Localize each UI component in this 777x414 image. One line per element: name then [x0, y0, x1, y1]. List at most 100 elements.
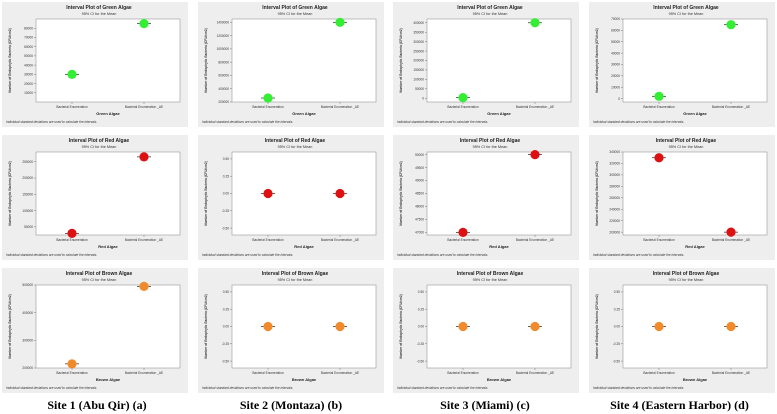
chart-title: Interval Plot of Red Algae	[460, 138, 521, 144]
y-tick-label: 150000	[22, 193, 33, 197]
chart-title: Interval Plot of Red Algae	[656, 138, 717, 144]
y-tick-label: -0.50	[417, 359, 424, 363]
chart-title: Interval Plot of Green Algae	[653, 5, 719, 11]
chart-title: Interval Plot of Brown Algae	[457, 271, 524, 277]
y-tick-label: -0.50	[222, 359, 229, 363]
y-tick-label: 60000	[24, 45, 33, 49]
chart-title: Interval Plot of Brown Algae	[262, 271, 329, 277]
y-tick-label: 400000	[218, 87, 229, 91]
mean-point	[530, 321, 540, 332]
chart-subtitle: 95% CI for the Mean	[669, 12, 704, 16]
y-tick-label: 400000	[22, 311, 33, 315]
mean-point	[458, 227, 468, 238]
y-tick-label: 50000	[24, 54, 33, 58]
x-tick-label: Bacterial Enumeration	[643, 371, 675, 375]
x-tick-label: Bacterial Enumeration _AE	[712, 105, 750, 109]
x-tick-label: Bacterial Enumeration	[252, 105, 284, 109]
y-tick-label: 0.00	[614, 325, 620, 329]
y-tick-label: 60000	[611, 29, 620, 33]
x-axis-label: Red Algae	[98, 244, 118, 249]
mean-point	[654, 153, 664, 163]
y-tick-label: 1000000	[217, 47, 230, 51]
plot-area	[622, 18, 768, 103]
x-tick-label: Bacterial Enumeration	[447, 238, 479, 242]
x-tick-label: Bacterial Enumeration	[56, 371, 88, 375]
y-tick-label: 0.25	[614, 307, 620, 311]
y-tick-label: -0.50	[613, 359, 620, 363]
x-axis-label: Green Algae	[292, 111, 316, 116]
chart-subtitle: 95% CI for the Mean	[278, 12, 313, 16]
y-tick-label: 280000	[609, 185, 620, 189]
x-tick-label: Bacterial Enumeration	[643, 238, 675, 242]
mean-point	[335, 188, 345, 199]
y-tick-label: 47500	[415, 218, 424, 222]
mean-point	[67, 359, 77, 369]
x-tick-label: Bacterial Enumeration _AE	[321, 238, 359, 242]
y-tick-label: 400000	[413, 21, 424, 25]
x-axis-label: Brown Algae	[292, 377, 317, 382]
y-tick-label: -0.25	[222, 342, 229, 346]
y-axis-label: Number of Endophytic Bacteria (CFU/cm2)	[399, 161, 403, 225]
site-label-4: Site 4 (Eastern Harbor) (d)	[610, 398, 749, 412]
y-tick-label: 20000	[24, 82, 33, 86]
mean-point	[263, 93, 273, 103]
chart-subtitle: 95% CI for the Mean	[473, 145, 508, 149]
plot-area	[622, 151, 768, 236]
y-tick-label: 1400000	[217, 21, 230, 25]
y-tick-label: 600000	[218, 74, 229, 78]
chart-title: Interval Plot of Green Algae	[66, 5, 132, 11]
y-axis-label: Number of Endophytic Bacteria (CFU/cm2)	[204, 294, 208, 358]
y-tick-label: 200000	[218, 100, 229, 104]
plot-area	[622, 284, 768, 369]
plot-area	[426, 151, 572, 236]
y-axis-label: Number of Endophytic Bacteria (CFU/cm2)	[595, 161, 599, 225]
y-tick-label: 0.00	[418, 325, 424, 329]
y-axis-label: Number of Endophytic Bacteria (CFU/cm2)	[399, 28, 403, 92]
y-tick-label: 40000	[24, 63, 33, 67]
y-tick-label: 200000	[413, 59, 424, 63]
y-tick-label: 50000	[415, 87, 424, 91]
y-axis-label: Number of Endophytic Bacteria (CFU/cm2)	[8, 161, 12, 225]
x-axis-label: Red Algae	[294, 244, 314, 249]
y-tick-label: 50000	[611, 40, 620, 44]
chart-title: Interval Plot of Brown Algae	[653, 271, 720, 277]
chart-title: Interval Plot of Brown Algae	[66, 271, 133, 277]
x-tick-label: Bacterial Enumeration	[447, 105, 479, 109]
y-tick-label: 47000	[415, 231, 424, 235]
x-axis-label: Brown Algae	[96, 377, 121, 382]
y-tick-label: 0.50	[223, 157, 229, 161]
x-tick-label: Bacterial Enumeration	[56, 238, 88, 242]
chart-subtitle: 95% CI for the Mean	[473, 12, 508, 16]
x-tick-label: Bacterial Enumeration	[252, 238, 284, 242]
y-tick-label: 100000	[413, 78, 424, 82]
x-tick-label: Bacterial Enumeration _AE	[516, 238, 554, 242]
interval-plot-panel: Interval Plot of Brown Algae 95% CI for t…	[393, 268, 579, 393]
plot-area	[231, 284, 377, 369]
interval-plot-panel: Interval Plot of Brown Algae 95% CI for t…	[198, 268, 384, 393]
plot-area	[231, 18, 377, 103]
x-axis-label: Green Algae	[96, 111, 120, 116]
chart-subtitle: 95% CI for the Mean	[473, 278, 508, 282]
chart-footnote: Individual standard deviations are used …	[6, 253, 97, 257]
chart-footnote: Individual standard deviations are used …	[202, 386, 293, 390]
site-label-3: Site 3 (Miami) (c)	[440, 398, 530, 412]
y-tick-label: -0.25	[417, 342, 424, 346]
y-tick-label: 50000	[415, 153, 424, 157]
y-tick-label: 200000	[22, 366, 33, 370]
y-tick-label: 0.00	[223, 325, 229, 329]
y-tick-label: 100000	[22, 209, 33, 213]
y-tick-label: 0.00	[223, 192, 229, 196]
plot-area	[35, 284, 181, 369]
y-tick-label: 150000	[413, 68, 424, 72]
y-tick-label: 48000	[415, 205, 424, 209]
chart-title: Interval Plot of Green Algae	[262, 5, 328, 11]
y-tick-label: 0.25	[223, 174, 229, 178]
y-tick-label: -0.25	[222, 209, 229, 213]
y-tick-label: 250000	[22, 160, 33, 164]
chart-footnote: Individual standard deviations are used …	[397, 386, 488, 390]
mean-point	[335, 17, 345, 27]
y-tick-label: 200000	[609, 230, 620, 234]
